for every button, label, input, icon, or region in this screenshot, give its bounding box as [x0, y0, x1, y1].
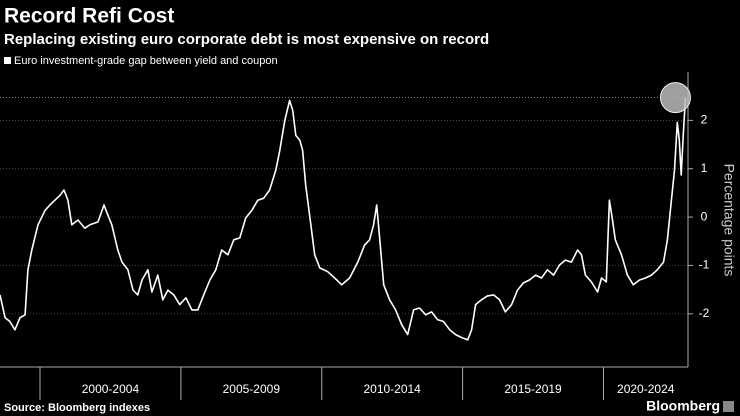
y-tick-label: 2: [701, 113, 708, 127]
y-tick-label: 1: [701, 161, 708, 175]
chart-subtitle: Replacing existing euro corporate debt i…: [4, 31, 489, 48]
legend-label: Euro investment-grade gap between yield …: [14, 55, 278, 67]
x-band-label: 2005-2009: [223, 382, 281, 396]
brand-logo: Bloomberg: [646, 398, 720, 414]
y-tick-label: -1: [699, 258, 710, 272]
x-band-label: 2010-2014: [363, 382, 421, 396]
record-highlight: [659, 82, 691, 114]
x-band-label: 2015-2019: [504, 382, 562, 396]
brand-icon: [723, 401, 734, 412]
y-tick-label: 0: [701, 209, 708, 223]
y-tick-label: -2: [699, 306, 710, 320]
x-band-label: 2000-2004: [82, 382, 140, 396]
series-line: [0, 97, 687, 341]
chart-title: Record Refi Cost: [4, 5, 174, 28]
x-band-label: 2020-2024: [617, 382, 675, 396]
y-axis-title: Percentage points: [721, 164, 737, 277]
legend-swatch: [4, 57, 11, 64]
source-note: Source: Bloomberg indexes: [4, 402, 150, 414]
